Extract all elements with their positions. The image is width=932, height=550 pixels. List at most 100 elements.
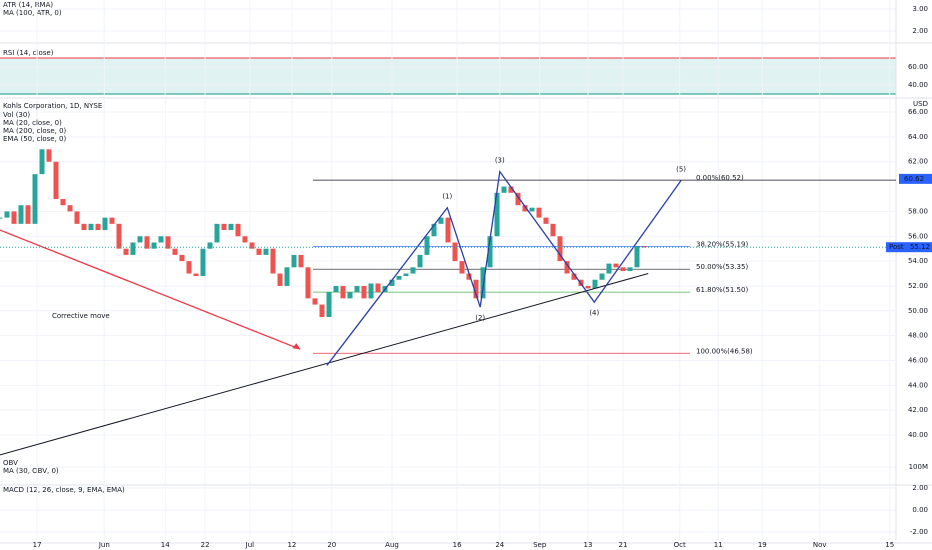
- candle: [410, 267, 416, 274]
- wave-line: [326, 169, 682, 366]
- x-tick-label: 12: [287, 541, 296, 549]
- candle: [53, 161, 59, 199]
- candle: [515, 192, 521, 206]
- candle: [102, 217, 108, 231]
- candle: [368, 283, 374, 299]
- x-tick-label: 15: [885, 541, 894, 549]
- candle: [263, 248, 269, 255]
- x-tick-label: 19: [758, 541, 767, 549]
- candle: [123, 248, 129, 255]
- candle: [305, 267, 311, 299]
- y-tick-label: 2.00: [912, 27, 928, 35]
- candle: [151, 242, 157, 249]
- candle: [403, 273, 409, 277]
- y-tick-label: 66.00: [908, 108, 928, 116]
- y-tick-label: 60.00: [908, 63, 928, 71]
- y-tick-label: -2.00: [910, 528, 928, 536]
- candle: [200, 248, 206, 277]
- candle: [592, 279, 598, 289]
- y-tick-label: 58.00: [908, 207, 928, 215]
- wave-label: (5): [676, 165, 686, 173]
- y-tick-label: 56.00: [908, 232, 928, 240]
- candle: [641, 246, 647, 248]
- candle: [389, 279, 395, 286]
- candle: [256, 248, 262, 255]
- candle: [88, 223, 94, 231]
- candle: [165, 236, 171, 249]
- fib-label: 61.80%(51.50): [696, 286, 748, 294]
- y-tick-label: 3.00: [912, 5, 928, 13]
- candle: [634, 246, 640, 268]
- price-tag-label: 60.62: [904, 175, 924, 183]
- arrow: [0, 229, 301, 350]
- x-tick-label: 14: [161, 541, 170, 549]
- candle: [508, 186, 514, 193]
- candle: [221, 223, 227, 231]
- trendline: [0, 273, 649, 456]
- x-tick-label: 13: [584, 541, 593, 549]
- x-tick-label: Aug: [385, 541, 399, 549]
- y-tick-label: 44.00: [908, 381, 928, 389]
- x-tick-label: Jul: [245, 541, 255, 549]
- price-tag: [899, 173, 932, 184]
- pane-label: MA (100, ATR, 0): [3, 9, 62, 17]
- candle: [431, 223, 437, 237]
- candle: [585, 285, 591, 289]
- candle: [599, 273, 605, 280]
- candle: [39, 149, 45, 175]
- x-tick-label: 21: [619, 541, 628, 549]
- last-price-value: 55.12: [910, 243, 930, 251]
- y-tick-label: 62.00: [908, 158, 928, 166]
- candle: [32, 174, 38, 224]
- candle: [606, 263, 612, 274]
- y-tick-label: 54.00: [908, 257, 928, 265]
- candle: [536, 207, 542, 218]
- pane-label: ATR (14, RMA): [3, 1, 53, 9]
- candle: [130, 242, 136, 255]
- y-tick-label: 42.00: [908, 406, 928, 414]
- candle: [361, 285, 367, 299]
- candle: [620, 267, 626, 272]
- indicator-label: MA (20, close, 0): [3, 119, 62, 127]
- candle: [277, 273, 283, 286]
- indicator-label: EMA (50, close, 0): [3, 135, 66, 143]
- wave-label: (1): [442, 193, 452, 201]
- x-tick-label: 22: [201, 541, 210, 549]
- wave-label: (2): [475, 314, 485, 322]
- indicator-label: MA (200, close, 0): [3, 127, 67, 135]
- candle: [144, 236, 150, 249]
- candle: [298, 254, 304, 268]
- rsi-band: [0, 57, 896, 95]
- x-tick-label: Sep: [533, 541, 547, 549]
- candle: [550, 223, 556, 237]
- last-price-tag: [886, 242, 932, 253]
- candle: [613, 263, 619, 268]
- y-tick-label: 100M: [909, 463, 928, 471]
- x-tick-label: 17: [33, 541, 42, 549]
- candle: [487, 236, 493, 268]
- fib-label: 50.00%(53.35): [696, 263, 748, 271]
- fib-label: 0.00%(60.52): [696, 174, 744, 182]
- candle: [207, 242, 213, 249]
- candle: [417, 254, 423, 268]
- pane-label: OBV: [3, 459, 18, 467]
- candle: [438, 217, 444, 224]
- candle: [522, 205, 528, 212]
- candle: [333, 285, 339, 293]
- candle: [242, 236, 248, 243]
- candle: [186, 261, 192, 274]
- candle: [340, 285, 346, 299]
- candle: [74, 211, 80, 224]
- y-tick-label: 50.00: [908, 307, 928, 315]
- candle: [214, 223, 220, 243]
- x-tick-label: 24: [495, 541, 504, 549]
- candle: [466, 273, 472, 280]
- candle: [312, 298, 318, 305]
- indicator-label: Vol (30): [3, 111, 30, 119]
- candle: [375, 283, 381, 293]
- y-tick-label: 2.00: [912, 484, 928, 492]
- candle: [326, 292, 332, 317]
- candle: [4, 211, 10, 218]
- candle: [193, 273, 199, 277]
